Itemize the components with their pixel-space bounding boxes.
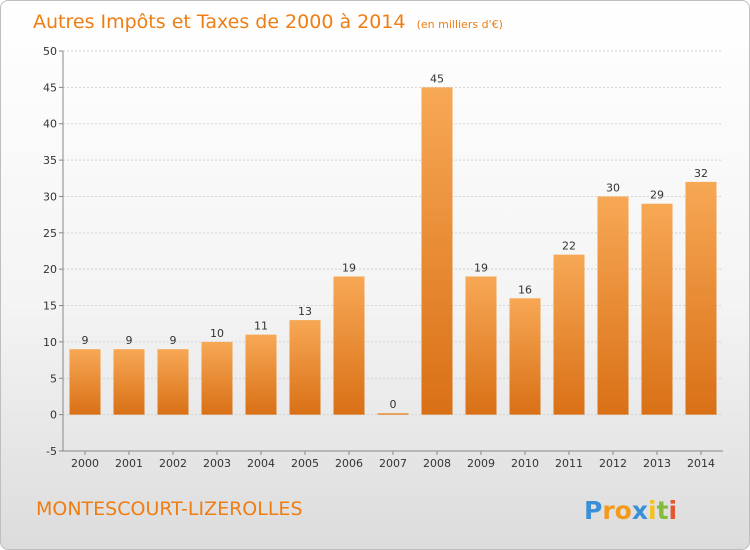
x-axis-ticks: 2000 2001 2002 2003 2004 2005 2006 2007 2008 2009… <box>71 451 715 470</box>
data-label-2011: 22 <box>562 240 576 253</box>
bar-2012 <box>597 196 629 415</box>
data-label-2006: 19 <box>342 261 356 274</box>
bar-2011 <box>553 254 585 415</box>
proxiti-logo: Proxiti <box>584 496 677 525</box>
data-label-2014: 32 <box>694 167 708 180</box>
bar-2010 <box>509 298 541 415</box>
y-tick-label: 15 <box>43 300 57 313</box>
y-tick-label: 0 <box>50 409 57 422</box>
x-tick-label-2011: 2011 <box>555 457 583 470</box>
bar-2004 <box>245 334 277 415</box>
data-label-2007: 0 <box>390 398 397 411</box>
data-label-2008: 45 <box>430 72 444 85</box>
logo-letter: r <box>602 496 615 525</box>
chart-title-unit: (en milliers d'€) <box>417 18 503 31</box>
y-tick-label: 40 <box>43 118 57 131</box>
x-tick-label-2001: 2001 <box>115 457 143 470</box>
y-tick-label: 35 <box>43 154 57 167</box>
x-tick-label-2014: 2014 <box>687 457 715 470</box>
data-label-2013: 29 <box>650 189 664 202</box>
x-tick-label-2006: 2006 <box>335 457 363 470</box>
x-tick-label-2005: 2005 <box>291 457 319 470</box>
data-label-2002: 9 <box>170 334 177 347</box>
x-tick-label-2004: 2004 <box>247 457 275 470</box>
x-tick-label-2009: 2009 <box>467 457 495 470</box>
x-tick-label-2002: 2002 <box>159 457 187 470</box>
data-label-2001: 9 <box>126 334 133 347</box>
bar-2014 <box>685 181 717 415</box>
data-label-2010: 16 <box>518 283 532 296</box>
bar-2007 <box>377 413 409 415</box>
y-tick-label: 25 <box>43 227 57 240</box>
bar-2009 <box>465 276 497 415</box>
x-tick-label-2000: 2000 <box>71 457 99 470</box>
data-label-2005: 13 <box>298 305 312 318</box>
bars: 9 9 9 10 11 13 19 0 45 19 16 22 30 29 32 <box>69 72 717 415</box>
bar-2000 <box>69 349 101 415</box>
y-tick-label: 20 <box>43 263 57 276</box>
x-tick-label-2008: 2008 <box>423 457 451 470</box>
chart-title: Autres Impôts et Taxes de 2000 à 2014 (e… <box>33 11 503 33</box>
logo-letter: P <box>584 496 602 525</box>
y-axis-ticks: -5 0 5 10 15 20 25 30 35 40 45 50 <box>43 45 63 458</box>
logo-letter: x <box>632 496 648 525</box>
y-tick-label: -5 <box>46 445 57 458</box>
x-tick-label-2012: 2012 <box>599 457 627 470</box>
data-label-2009: 19 <box>474 261 488 274</box>
y-tick-label: 10 <box>43 336 57 349</box>
x-tick-label-2007: 2007 <box>379 457 407 470</box>
data-label-2004: 11 <box>254 320 268 333</box>
logo-letter: o <box>615 496 632 525</box>
bar-2013 <box>641 203 673 415</box>
y-tick-label: 30 <box>43 190 57 203</box>
data-label-2003: 10 <box>210 327 224 340</box>
x-tick-label-2013: 2013 <box>643 457 671 470</box>
logo-letter: t <box>657 496 669 525</box>
bar-2008 <box>421 87 453 415</box>
logo-letter: i <box>648 496 657 525</box>
bar-2003 <box>201 341 233 415</box>
commune-name: MONTESCOURT-LIZEROLLES <box>36 498 303 520</box>
data-label-2000: 9 <box>82 334 89 347</box>
x-tick-label-2010: 2010 <box>511 457 539 470</box>
y-tick-label: 50 <box>43 45 57 58</box>
bar-2002 <box>157 349 189 415</box>
logo-letter: i <box>669 496 678 525</box>
y-tick-label: 5 <box>50 372 57 385</box>
y-tick-label: 45 <box>43 81 57 94</box>
bar-2006 <box>333 276 365 415</box>
data-label-2012: 30 <box>606 181 620 194</box>
bar-2005 <box>289 320 321 415</box>
chart-title-main: Autres Impôts et Taxes de 2000 à 2014 <box>33 11 406 33</box>
x-tick-label-2003: 2003 <box>203 457 231 470</box>
bar-2001 <box>113 349 145 415</box>
